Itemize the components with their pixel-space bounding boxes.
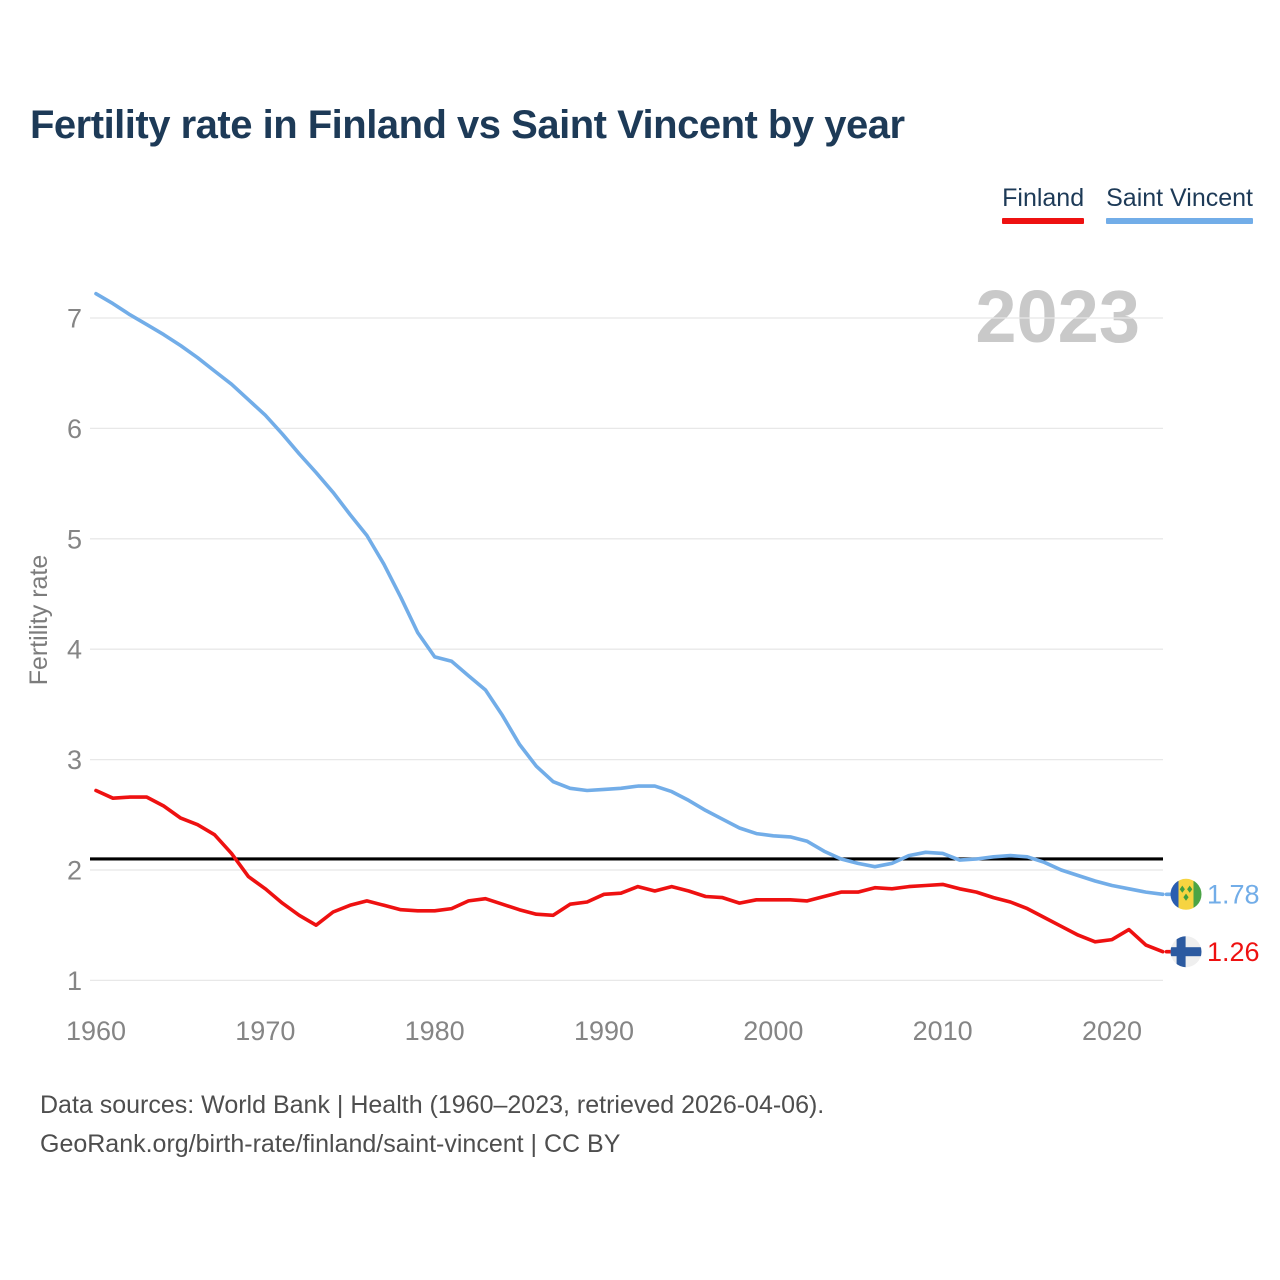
- y-tick-label-7: 7: [67, 304, 82, 334]
- y-tick-label-5: 5: [67, 524, 82, 554]
- y-tick-label-4: 4: [67, 635, 82, 665]
- y-axis-title: Fertility rate: [25, 555, 53, 686]
- watermark-year: 2023: [975, 275, 1140, 358]
- legend-color-bar-saint-vincent: [1106, 218, 1253, 224]
- data-source-footer: Data sources: World Bank | Health (1960–…: [40, 1086, 824, 1164]
- legend-label-saint-vincent: Saint Vincent: [1106, 184, 1253, 212]
- x-tick-label-1990: 1990: [574, 1016, 634, 1046]
- x-tick-label-2000: 2000: [743, 1016, 803, 1046]
- x-tick-label-1960: 1960: [66, 1016, 126, 1046]
- saint-vincent-flag-icon: [1170, 878, 1202, 910]
- y-tick-label-1: 1: [67, 966, 82, 996]
- page-title: Fertility rate in Finland vs Saint Vince…: [30, 103, 905, 147]
- x-tick-label-1980: 1980: [405, 1016, 465, 1046]
- legend: Finland Saint Vincent: [1002, 184, 1253, 224]
- legend-item-saint-vincent[interactable]: Saint Vincent: [1106, 184, 1253, 224]
- finland-flag-icon: [1170, 936, 1202, 968]
- series-line-saint-vincent[interactable]: [94, 291, 1165, 897]
- x-tick-label-2010: 2010: [913, 1016, 973, 1046]
- series-line-finland[interactable]: [94, 788, 1165, 954]
- saint-vincent-end-value: 1.78: [1207, 880, 1260, 910]
- x-tick-label-2020: 2020: [1082, 1016, 1142, 1046]
- x-tick-label-1970: 1970: [235, 1016, 295, 1046]
- y-tick-label-3: 3: [67, 745, 82, 775]
- legend-color-bar-finland: [1002, 218, 1085, 224]
- source-line-1: Data sources: World Bank | Health (1960–…: [40, 1091, 825, 1119]
- gridlines-layer: [90, 317, 1163, 982]
- series-layer: [94, 291, 1175, 954]
- legend-item-finland[interactable]: Finland: [1002, 184, 1085, 224]
- finland-end-value: 1.26: [1207, 937, 1260, 967]
- y-tick-label-6: 6: [67, 414, 82, 444]
- legend-label-finland: Finland: [1002, 184, 1085, 212]
- tick-labels-layer: 1 2 3 4 5 6 7 1960 1970 1980 1990 2000 2010 2020: [66, 304, 1142, 1047]
- y-tick-label-2: 2: [67, 856, 82, 886]
- source-line-2: GeoRank.org/birth-rate/finland/saint-vin…: [40, 1130, 621, 1158]
